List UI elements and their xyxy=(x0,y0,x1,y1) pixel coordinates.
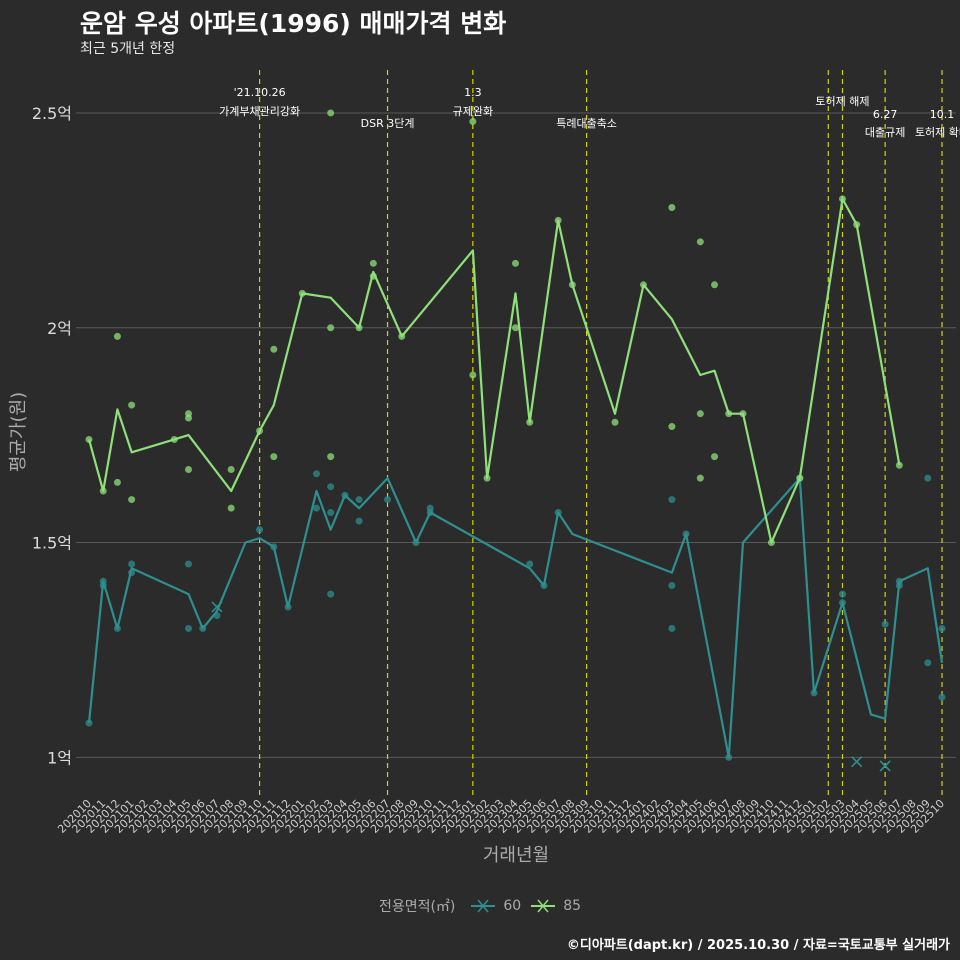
data-point-85 xyxy=(128,401,136,409)
data-point-85 xyxy=(113,332,121,340)
data-point-85 xyxy=(270,453,278,461)
event-date-label: 토허제 해제 xyxy=(815,94,869,108)
data-point-85 xyxy=(696,474,704,482)
data-point-60 xyxy=(938,624,946,632)
y-tick-label: 1.5억 xyxy=(32,534,72,553)
data-point-85 xyxy=(185,414,193,422)
data-point-85 xyxy=(369,259,377,267)
chart-subtitle: 최근 5개년 한정 xyxy=(80,41,176,57)
event-date-label: 6.27 xyxy=(873,108,898,121)
event-label: 특례대출축소 xyxy=(556,117,617,130)
legend-key-85-icon xyxy=(531,899,556,913)
cancelled-marker-60 xyxy=(879,760,891,772)
event-label: DSR 3단계 xyxy=(361,117,415,130)
data-point-60 xyxy=(668,496,676,504)
data-point-60 xyxy=(924,474,932,482)
event-label: 대출규제 xyxy=(865,126,905,139)
data-point-85 xyxy=(113,478,121,486)
legend-label-85: 85 xyxy=(563,898,582,914)
data-point-85 xyxy=(227,466,235,474)
legend-item-60: 60 xyxy=(469,898,521,914)
data-point-60 xyxy=(128,560,136,568)
data-point-85 xyxy=(512,259,519,267)
data-point-60 xyxy=(838,590,846,598)
y-tick-label: 2.5억 xyxy=(32,104,72,123)
data-point-60 xyxy=(185,624,193,632)
data-point-85 xyxy=(668,423,676,431)
data-point-60 xyxy=(526,560,534,568)
cancelled-marker-stroke xyxy=(851,756,863,768)
event-date-label: 10.1 xyxy=(930,108,955,121)
data-point-85 xyxy=(270,345,278,353)
data-point-60 xyxy=(312,470,320,478)
data-point-85 xyxy=(327,109,335,117)
data-point-85 xyxy=(185,466,193,474)
legend: 전용면적(㎡) 60 85 xyxy=(0,896,960,916)
cancelled-marker-stroke xyxy=(879,760,891,772)
data-point-85 xyxy=(895,461,903,469)
data-point-60 xyxy=(668,582,676,590)
event-label: 가계부채관리강화 xyxy=(219,105,300,118)
y-tick-label: 2억 xyxy=(47,319,72,338)
data-point-85 xyxy=(668,203,676,211)
data-point-60 xyxy=(938,693,946,701)
data-point-60 xyxy=(327,590,335,598)
data-point-85 xyxy=(469,118,477,126)
data-point-85 xyxy=(696,410,704,418)
event-label: 규제완화 xyxy=(453,105,493,118)
data-point-85 xyxy=(611,418,619,426)
y-tick-label: 1억 xyxy=(47,748,72,767)
series-line-85 xyxy=(87,197,901,544)
y-axis-title: 평균가(원) xyxy=(8,392,29,472)
data-point-60 xyxy=(668,624,676,632)
legend-item-85: 85 xyxy=(529,898,581,914)
series-line-60 xyxy=(87,477,944,759)
data-point-60 xyxy=(256,526,264,534)
event-date-label: '21.10.26 xyxy=(234,86,286,99)
data-point-60 xyxy=(355,517,363,525)
legend-title: 전용면적(㎡) xyxy=(378,899,456,915)
data-point-85 xyxy=(227,504,235,512)
data-point-85 xyxy=(696,238,704,246)
data-point-85 xyxy=(711,453,719,461)
data-point-60 xyxy=(327,508,335,516)
data-point-60 xyxy=(312,504,320,512)
data-point-60 xyxy=(384,496,392,504)
cancelled-marker-60 xyxy=(851,756,863,768)
event-date-label: 1.3 xyxy=(464,86,482,99)
x-axis-title: 거래년월 xyxy=(483,845,549,866)
legend-key-60-icon xyxy=(471,899,496,913)
data-point-85 xyxy=(128,496,136,504)
data-point-60 xyxy=(355,496,363,504)
legend-label-60: 60 xyxy=(503,898,522,914)
data-point-85 xyxy=(711,281,719,289)
cancelled-marker-60 xyxy=(211,601,223,613)
data-point-85 xyxy=(469,371,477,379)
data-point-60 xyxy=(185,560,193,568)
data-point-60 xyxy=(881,620,889,628)
data-point-85 xyxy=(512,324,519,332)
chart-title: 운암 우성 아파트(1996) 매매가격 변화 xyxy=(80,9,507,38)
data-point-60 xyxy=(924,659,932,667)
data-point-85 xyxy=(327,453,335,461)
cancelled-marker-stroke xyxy=(211,601,223,613)
data-point-60 xyxy=(327,483,335,491)
event-label: 토허제 확대 xyxy=(915,126,960,139)
data-point-85 xyxy=(327,324,335,332)
source-caption: ©디아파트(dapt.kr) / 2025.10.30 / 자료=국토교통부 실… xyxy=(566,938,950,953)
